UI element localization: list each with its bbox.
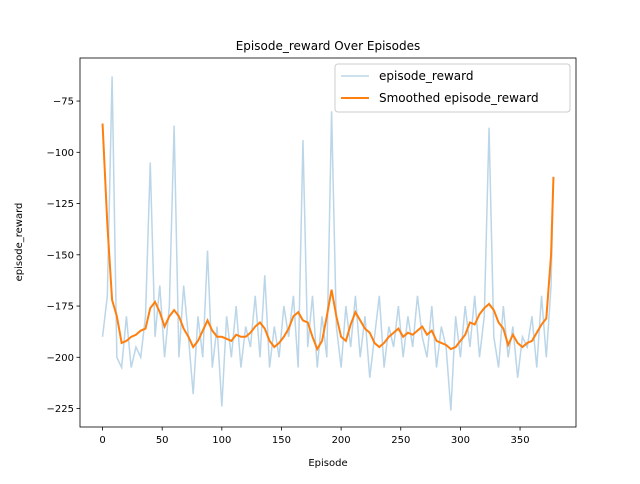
- legend-box: [334, 63, 571, 113]
- y-tick-label: −175: [47, 302, 74, 313]
- x-tick-label: 350: [511, 435, 530, 446]
- y-tick-label: −125: [47, 199, 74, 210]
- x-tick-label: 100: [212, 435, 231, 446]
- line-series: [101, 123, 555, 352]
- x-tick-label: 0: [99, 435, 105, 446]
- y-tick-label: −200: [47, 353, 74, 364]
- chart-title: Episode_reward Over Episodes: [236, 39, 421, 53]
- legend-label: Smoothed episode_reward: [379, 91, 539, 105]
- y-tick-label: −225: [47, 404, 74, 415]
- y-tick-label: −100: [47, 148, 74, 159]
- x-tick-label: 200: [332, 435, 351, 446]
- line-series: [101, 76, 555, 411]
- y-tick-label: −75: [53, 97, 74, 108]
- x-tick-label: 250: [391, 435, 410, 446]
- legend-label: episode_reward: [379, 69, 474, 83]
- y-tick-label: −150: [47, 250, 74, 261]
- x-tick-label: 50: [156, 435, 169, 446]
- axes-frame: [79, 57, 577, 428]
- x-axis-label: Episode: [308, 458, 347, 469]
- x-tick-label: 150: [272, 435, 291, 446]
- x-tick-label: 300: [451, 435, 470, 446]
- y-axis-label: episode_reward: [14, 203, 25, 282]
